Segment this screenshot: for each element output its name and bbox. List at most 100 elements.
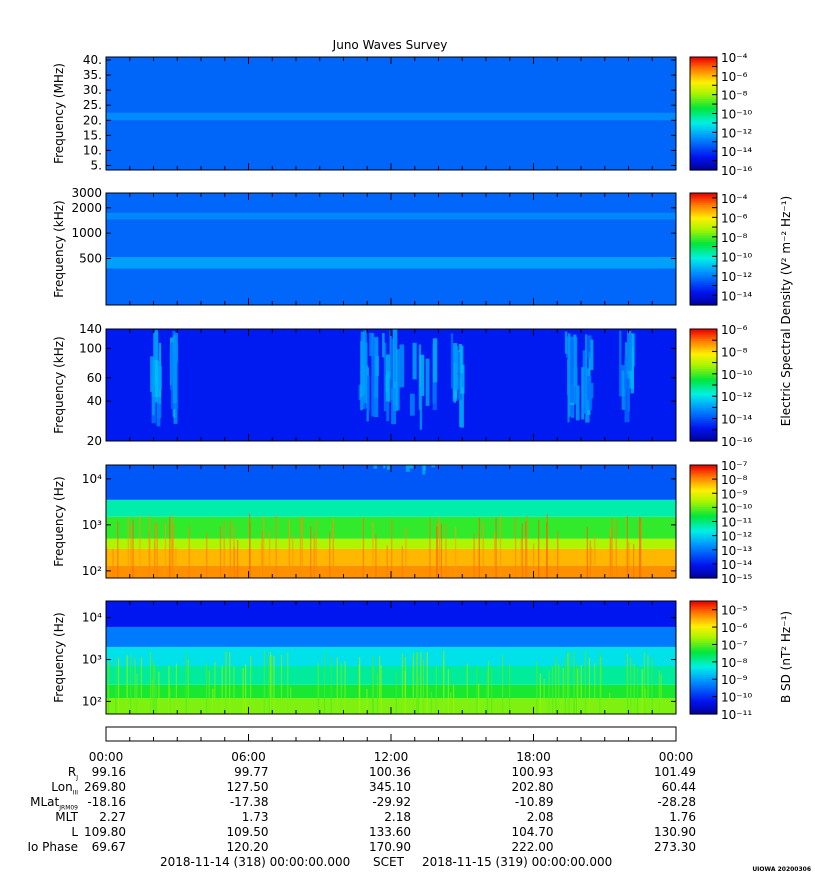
colorbar-segment xyxy=(690,472,717,476)
colorbar-segment xyxy=(690,340,717,343)
colorbar-segment xyxy=(690,396,717,399)
impulsive-spike xyxy=(600,656,602,714)
emission-streak xyxy=(570,340,575,403)
impulsive-spike xyxy=(386,545,388,578)
impulsive-spike xyxy=(372,521,374,578)
impulsive-spike xyxy=(379,655,381,714)
colorbar-segment xyxy=(690,102,717,105)
impulsive-spike xyxy=(185,653,187,714)
colorbar-segment xyxy=(690,273,717,276)
colorbar-segment xyxy=(690,681,717,685)
colorbar-segment xyxy=(690,666,717,670)
impulsive-spike xyxy=(638,516,641,578)
colorbar-segment xyxy=(690,698,717,702)
impulsive-spike xyxy=(375,534,377,578)
colorbar-segment xyxy=(690,149,717,152)
emission-streak xyxy=(153,334,159,376)
panel-4-image xyxy=(106,465,676,578)
impulsive-spike xyxy=(223,521,225,578)
colorbar-segment xyxy=(690,634,717,638)
ephemeris-value: -29.92 xyxy=(372,795,411,809)
colorbar-segment xyxy=(690,398,717,401)
impulsive-spike xyxy=(567,652,569,714)
impulsive-spike xyxy=(225,665,227,714)
colorbar-tick-label: 10⁻¹⁶ xyxy=(721,435,752,449)
colorbar-segment xyxy=(690,121,717,124)
colorbar-segment xyxy=(690,303,717,306)
colorbar-segment xyxy=(690,381,717,384)
colorbar-segment xyxy=(690,194,717,198)
emission-streak xyxy=(581,367,585,420)
impulsive-spike xyxy=(169,516,171,578)
ephemeris-value: 60.44 xyxy=(661,780,696,794)
impulsive-spike xyxy=(117,658,120,714)
emission-streak xyxy=(375,355,379,377)
colorbar-segment xyxy=(690,75,717,79)
colorbar-segment xyxy=(690,113,717,116)
colorbar-tick-label: 10⁻¹² xyxy=(721,126,752,140)
y-tick-label: 5. xyxy=(91,158,102,172)
impulsive-spike xyxy=(317,684,320,714)
colorbar-label-magnetic: B SD (nT² Hz⁻¹) xyxy=(779,611,793,703)
colorbar-segment xyxy=(690,100,717,103)
colorbar-segment xyxy=(690,663,717,666)
impulsive-spike xyxy=(443,651,445,714)
colorbar-tick-label: 10⁻¹⁴ xyxy=(721,413,752,427)
colorbar-segment xyxy=(690,267,717,271)
colorbar-segment xyxy=(690,525,717,528)
colorbar-segment xyxy=(690,617,717,621)
ephemeris-value: 99.16 xyxy=(91,765,126,779)
impulsive-spike xyxy=(494,532,496,578)
colorbar-segment xyxy=(690,288,717,291)
impulsive-spike xyxy=(438,517,440,578)
colorbar-segment xyxy=(690,487,717,491)
impulsive-spike xyxy=(430,691,432,714)
colorbar-segment xyxy=(690,70,717,73)
impulsive-spike xyxy=(219,526,222,578)
colorbar-segment xyxy=(690,680,717,683)
colorbar-segment xyxy=(690,519,717,523)
colorbar-segment xyxy=(690,154,717,158)
colorbar-segment xyxy=(690,243,717,246)
colorbar-segment xyxy=(690,153,717,156)
emission-streak xyxy=(582,350,588,414)
colorbar-segment xyxy=(690,504,717,508)
emission-streak xyxy=(587,335,592,358)
y-tick-label: 3000 xyxy=(71,186,102,200)
colorbar-segment xyxy=(690,570,717,573)
impulsive-spike xyxy=(233,524,235,578)
colorbar-segment xyxy=(690,572,717,575)
impulsive-spike xyxy=(155,685,157,714)
colorbar-segment xyxy=(690,258,717,261)
emission-streak xyxy=(358,384,362,401)
colorbar-segment xyxy=(690,371,717,375)
colorbar-segment xyxy=(690,301,717,304)
colorbar-segment xyxy=(690,237,717,241)
colorbar-segment xyxy=(690,619,717,623)
impulsive-spike xyxy=(330,657,332,714)
colorbar-segment xyxy=(690,437,717,440)
ephemeris-value: 202.80 xyxy=(511,780,554,794)
panel-ylabel: Frequency (kHz) xyxy=(52,336,66,433)
colorbar-segment xyxy=(690,562,717,566)
colorbar-segment xyxy=(690,413,717,416)
colorbar-segment xyxy=(690,275,717,278)
emission-streak xyxy=(383,465,386,469)
impulsive-spike xyxy=(171,536,173,578)
colorbar-tick-label: 10⁻⁶ xyxy=(721,211,748,225)
time-tick-label: 00:00 xyxy=(88,750,124,764)
impulsive-spike xyxy=(633,663,635,714)
spectral-layer xyxy=(106,626,676,647)
impulsive-spike xyxy=(273,655,275,714)
ephemeris-row-label: MLT xyxy=(55,810,78,824)
emission-streak xyxy=(624,355,630,423)
impulsive-spike xyxy=(205,663,208,714)
colorbar-segment xyxy=(690,375,717,379)
colorbar-segment xyxy=(690,338,717,341)
impulsive-spike xyxy=(229,520,231,578)
emission-streak xyxy=(156,361,162,390)
colorbar-segment xyxy=(690,147,717,150)
panel-3: 20 40 60 100 140 Frequency (kHz) xyxy=(52,322,677,448)
impulsive-spike xyxy=(154,664,156,714)
impulsive-spike xyxy=(332,522,334,578)
